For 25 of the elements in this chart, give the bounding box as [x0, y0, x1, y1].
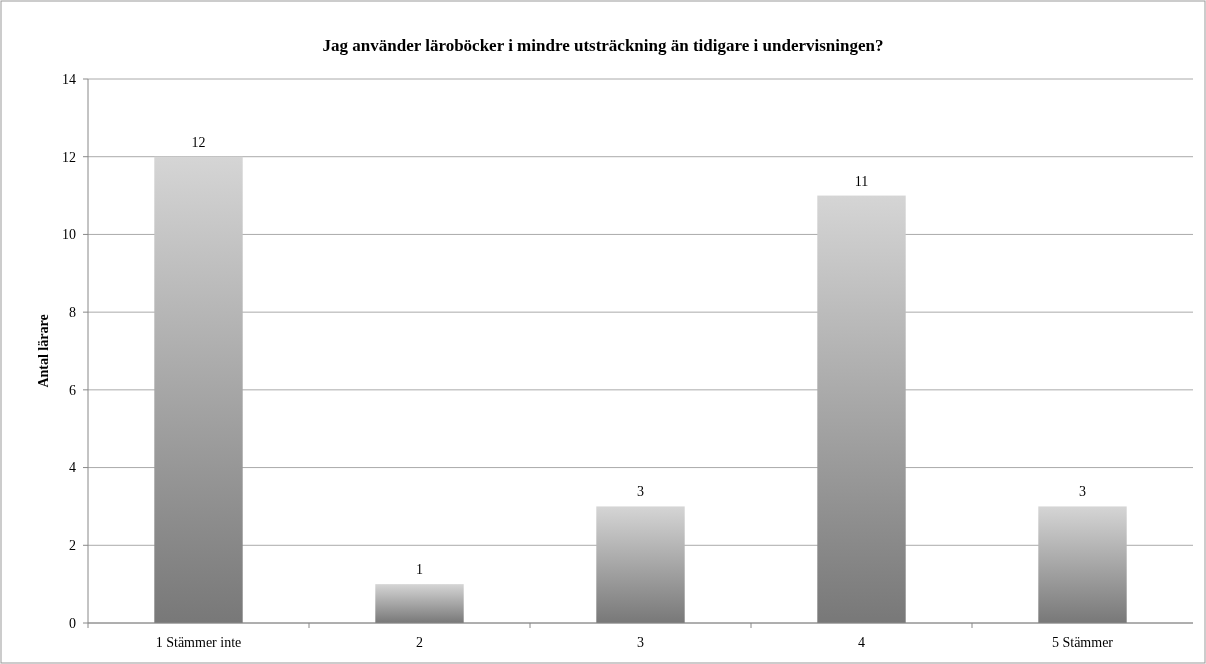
- y-tick-label: 0: [69, 615, 76, 631]
- bar: [375, 584, 464, 623]
- x-tick-label: 2: [416, 635, 423, 650]
- x-tick-label: 4: [858, 635, 865, 650]
- bar: [817, 195, 906, 623]
- y-tick-label: 4: [69, 460, 76, 476]
- y-tick-label: 2: [69, 538, 76, 554]
- y-tick-label: 12: [62, 149, 76, 165]
- data-label: 3: [637, 484, 644, 500]
- y-tick-label: 10: [62, 227, 76, 243]
- y-tick-label: 6: [69, 382, 76, 398]
- y-tick-label: 8: [69, 305, 76, 321]
- bar: [1038, 506, 1127, 623]
- data-label: 3: [1079, 484, 1086, 500]
- data-label: 11: [854, 173, 869, 189]
- data-label: 12: [191, 134, 206, 150]
- bar: [154, 156, 243, 623]
- bar: [596, 506, 685, 623]
- y-axis-title: Antal lärare: [36, 314, 51, 388]
- chart-title: Jag använder läroböcker i mindre utsträckning än tidigare i undervisningen?: [322, 36, 884, 55]
- x-tick-label: 5 Stämmer: [1051, 635, 1114, 650]
- x-tick-label: 1 Stämmer inte: [155, 635, 242, 650]
- x-tick-label: 3: [637, 635, 644, 650]
- data-label: 1: [416, 562, 423, 578]
- y-tick-label: 14: [62, 71, 76, 87]
